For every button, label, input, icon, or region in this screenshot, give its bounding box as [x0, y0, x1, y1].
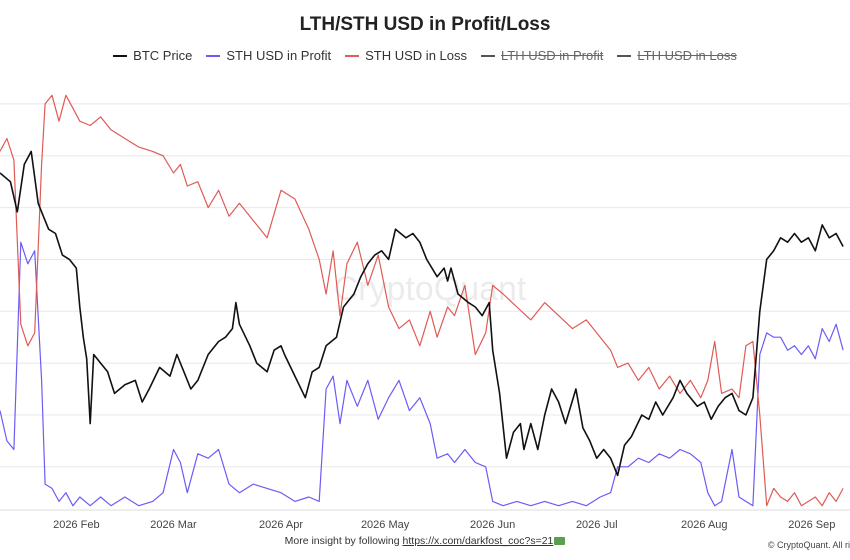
legend-item-btc-price[interactable]: BTC Price [113, 48, 192, 63]
x-tick-label-5: 2026 Jul [576, 519, 618, 531]
chart-area[interactable]: CryptoQuant 2026 Feb 2026 Mar 2026 Apr 2026… [0, 78, 850, 531]
chart-legend: BTC Price STH USD in Profit STH USD in L… [0, 48, 850, 63]
series-line-sth-usd-in-profit [0, 241, 844, 507]
x-tick-label-3: 2026 May [361, 519, 410, 531]
footer-link[interactable]: https://x.com/darkfost_coc?s=21 [402, 535, 554, 547]
legend-label-btc-price: BTC Price [133, 48, 193, 63]
x-tick-label-7: 2026 Sep [788, 519, 835, 531]
legend-label-lth-loss: LTH USD in Loss [637, 48, 737, 63]
footer-insight: More insight by following https://x.com/… [0, 535, 850, 547]
copyright-text: © CryptoQuant. All ri [767, 540, 850, 550]
footer-text: More insight by following [284, 535, 400, 547]
legend-swatch-lth-loss [617, 54, 632, 57]
series-line-btc-price [0, 150, 844, 477]
legend-label-sth-loss: STH USD in Loss [365, 48, 468, 63]
grid-layer [0, 103, 850, 511]
x-tick-label-1: 2026 Mar [150, 519, 197, 531]
series-layer [0, 94, 844, 507]
legend-item-lth-profit[interactable]: LTH USD in Profit [481, 48, 603, 63]
chart-svg[interactable]: CryptoQuant 2026 Feb 2026 Mar 2026 Apr 2026… [0, 78, 850, 538]
legend-swatch-sth-loss [345, 54, 360, 57]
legend-item-sth-profit[interactable]: STH USD in Profit [206, 48, 331, 63]
x-tick-label-0: 2026 Feb [53, 519, 99, 531]
chart-title: LTH/STH USD in Profit/Loss [299, 14, 551, 35]
legend-swatch-btc-price [113, 54, 128, 57]
legend-swatch-sth-profit [206, 54, 221, 57]
legend-item-lth-loss[interactable]: LTH USD in Loss [617, 48, 737, 63]
x-tick-label-4: 2026 Jun [470, 519, 515, 531]
series-line-sth-usd-in-loss [0, 94, 844, 507]
legend-label-sth-profit: STH USD in Profit [226, 48, 332, 63]
x-tick-label-6: 2026 Aug [681, 519, 728, 531]
legend-label-lth-profit: LTH USD in Profit [501, 48, 604, 63]
money-icon [554, 537, 566, 545]
x-tick-label-2: 2026 Apr [259, 519, 303, 531]
legend-item-sth-loss[interactable]: STH USD in Loss [345, 48, 467, 63]
x-axis-ticks: 2026 Feb 2026 Mar 2026 Apr 2026 May 2026 Jun… [53, 519, 835, 531]
legend-swatch-lth-profit [481, 54, 496, 57]
